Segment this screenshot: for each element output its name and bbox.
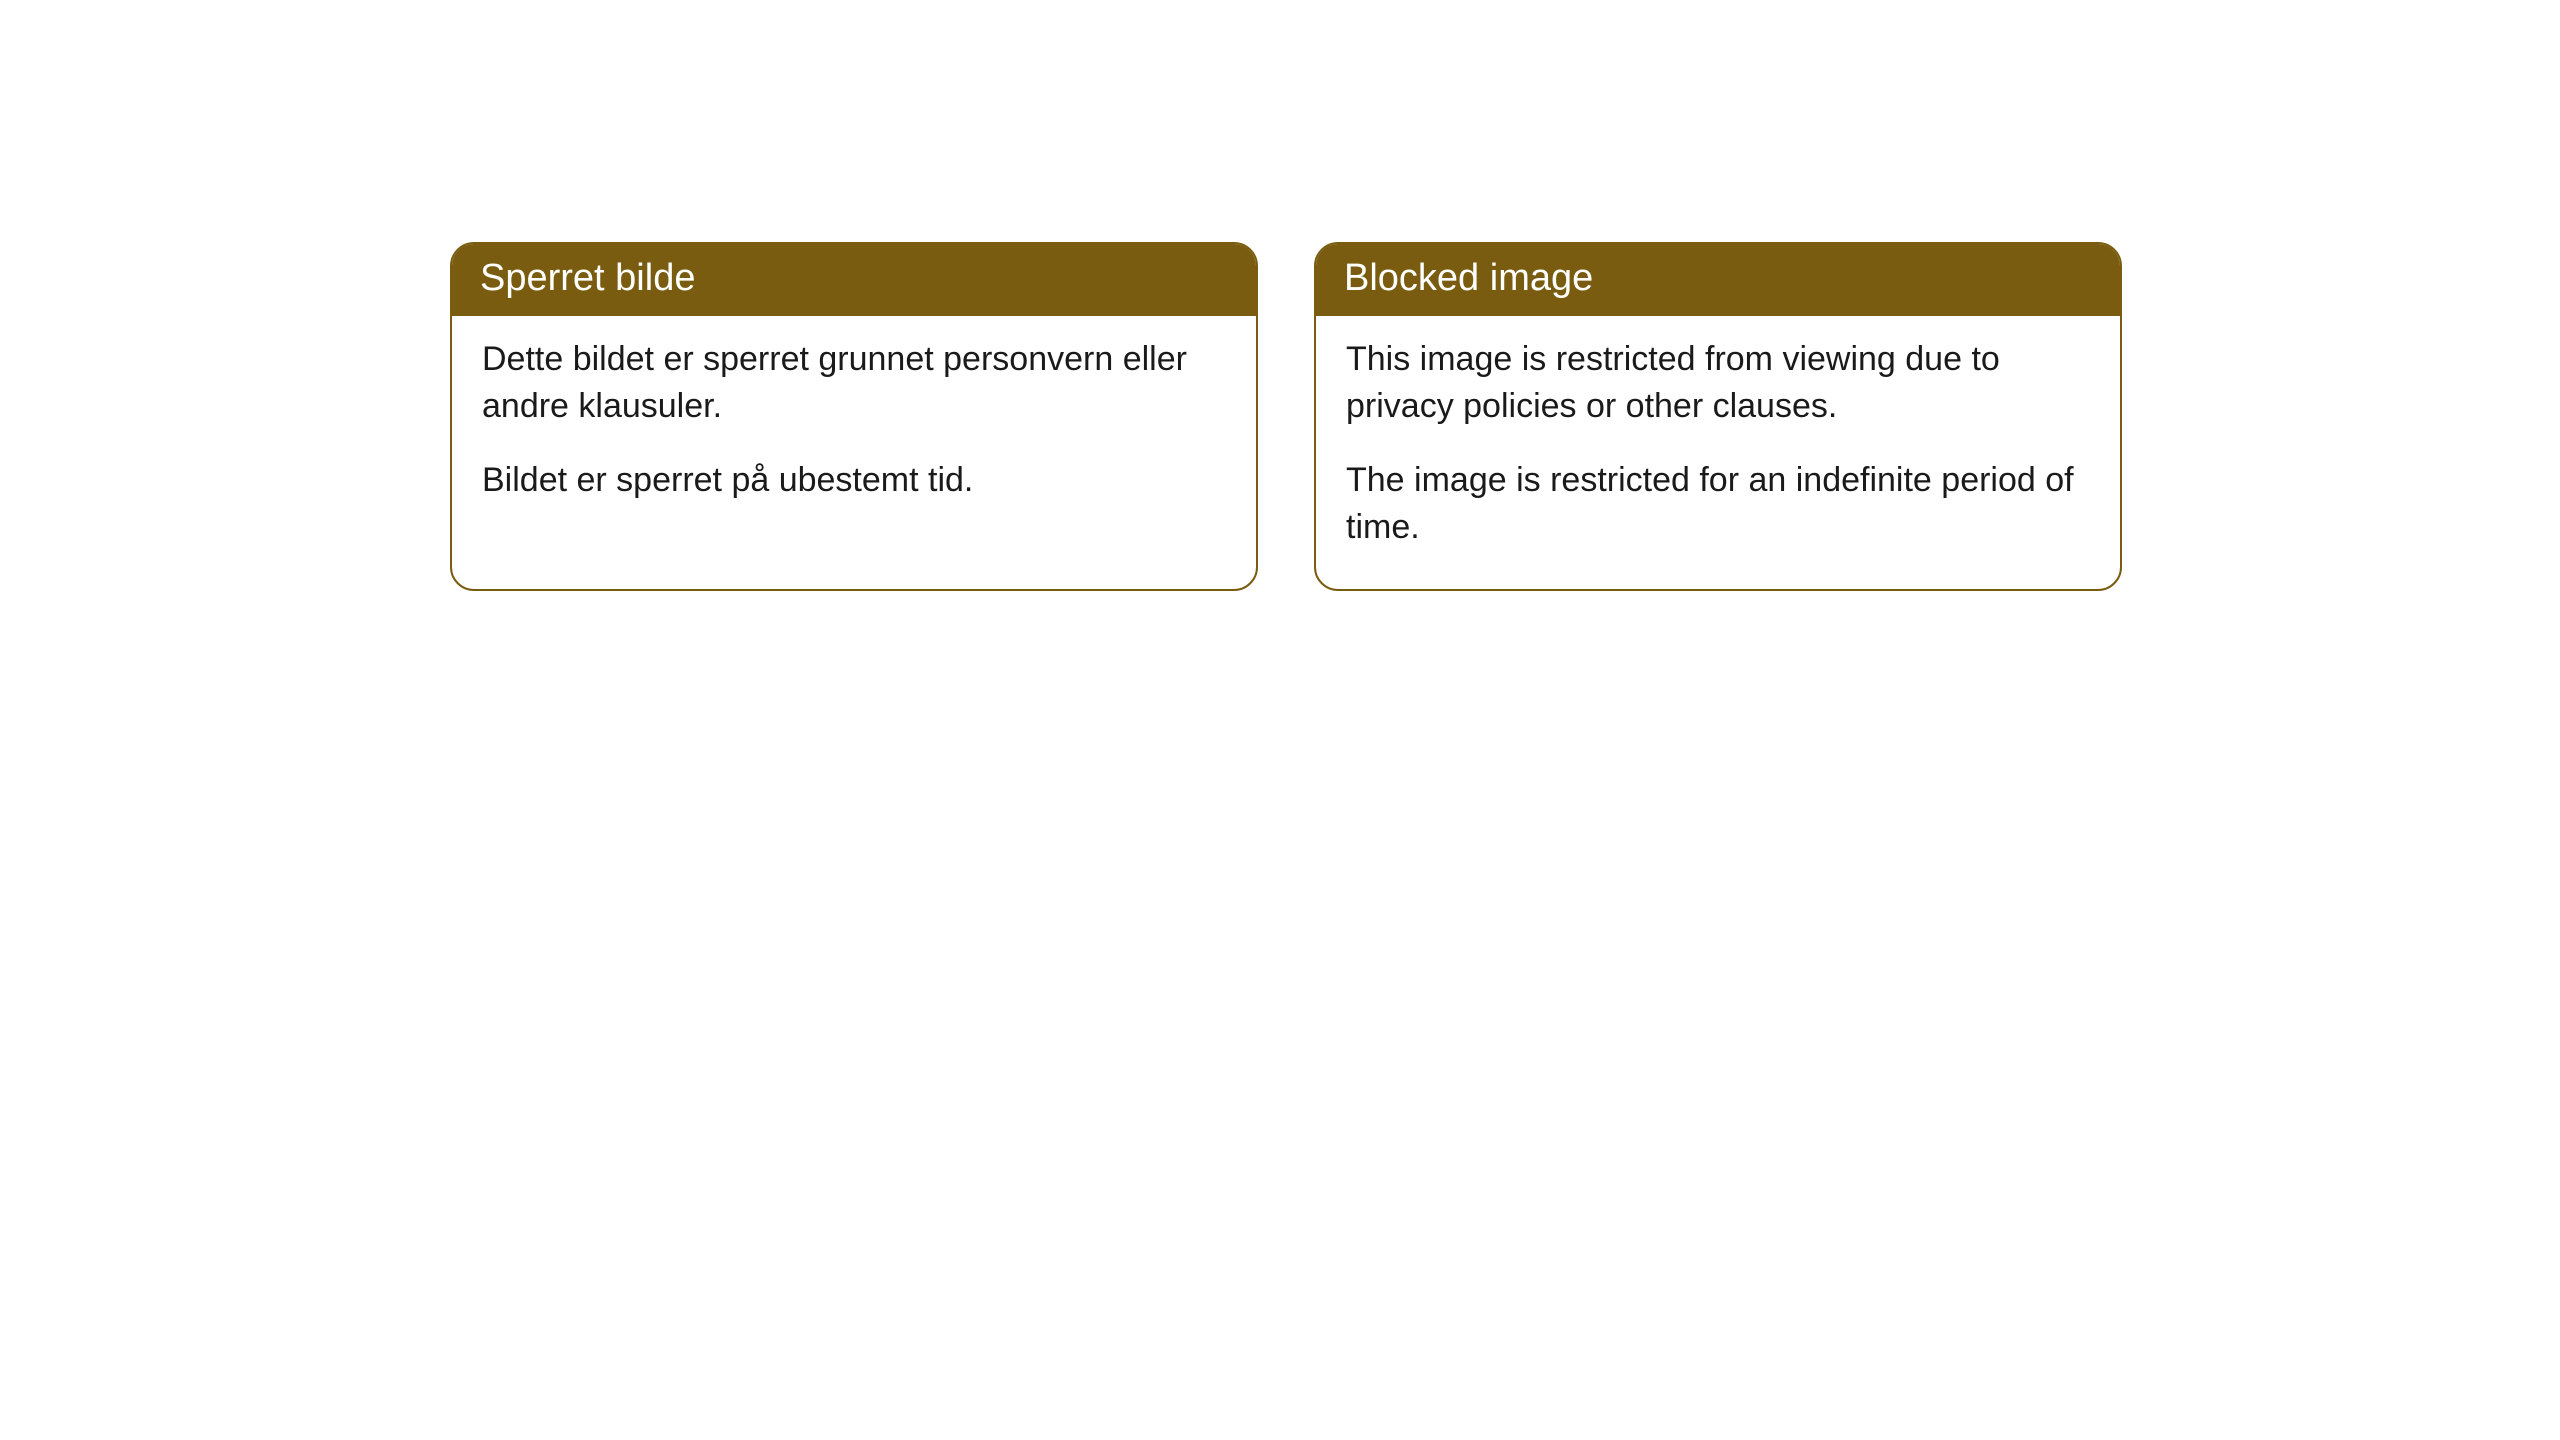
notice-body-norwegian: Dette bildet er sperret grunnet personve… [452, 316, 1256, 543]
notice-title-english: Blocked image [1316, 244, 2120, 316]
notice-paragraph: This image is restricted from viewing du… [1346, 336, 2090, 430]
notice-body-english: This image is restricted from viewing du… [1316, 316, 2120, 590]
notice-paragraph: Dette bildet er sperret grunnet personve… [482, 336, 1226, 430]
notice-container: Sperret bilde Dette bildet er sperret gr… [0, 0, 2560, 591]
notice-paragraph: The image is restricted for an indefinit… [1346, 457, 2090, 551]
notice-title-norwegian: Sperret bilde [452, 244, 1256, 316]
notice-card-norwegian: Sperret bilde Dette bildet er sperret gr… [450, 242, 1258, 591]
notice-paragraph: Bildet er sperret på ubestemt tid. [482, 457, 1226, 504]
notice-card-english: Blocked image This image is restricted f… [1314, 242, 2122, 591]
